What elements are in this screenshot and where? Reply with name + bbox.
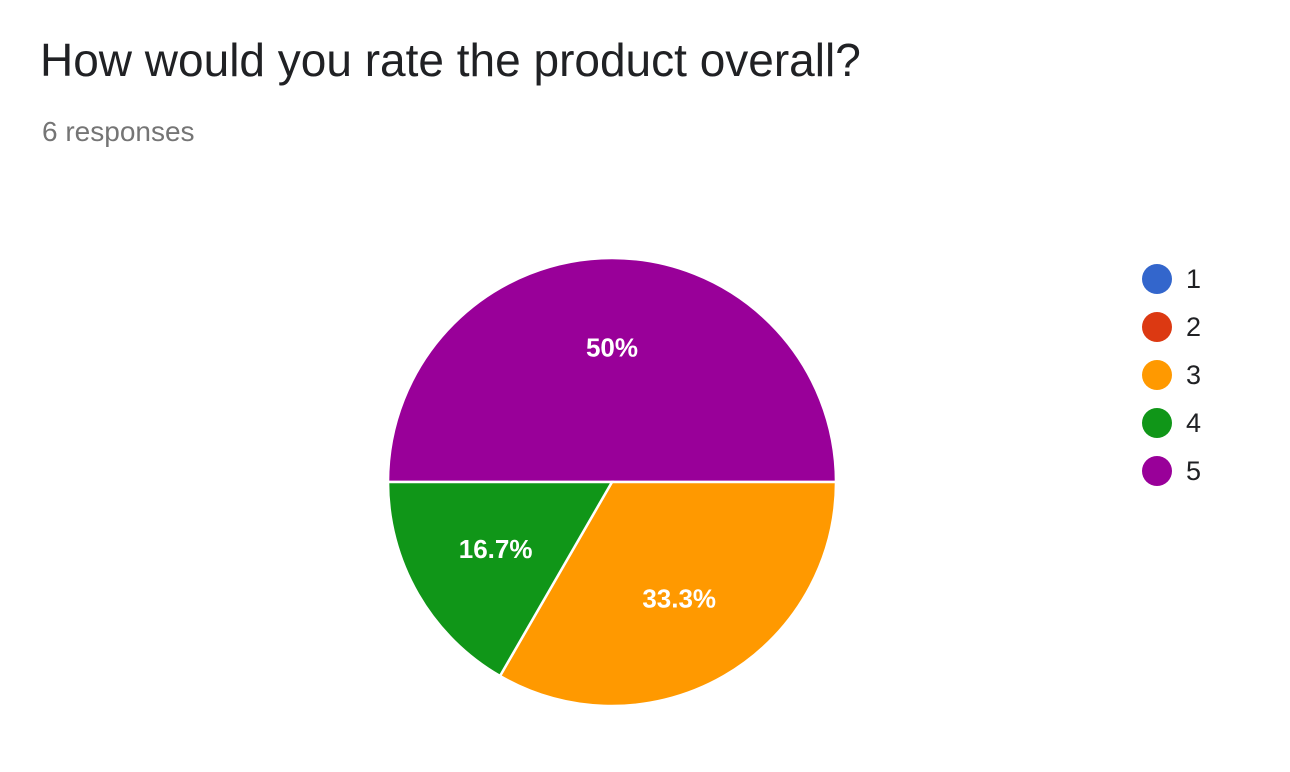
- legend-item-1[interactable]: 1: [1142, 255, 1201, 303]
- legend-swatch-2: [1142, 312, 1172, 342]
- legend-item-5[interactable]: 5: [1142, 447, 1201, 495]
- pie-slice-4[interactable]: [386, 480, 615, 678]
- legend-label-2: 2: [1186, 311, 1202, 342]
- legend-label-4: 4: [1186, 407, 1202, 438]
- response-count: 6 responses: [42, 116, 195, 147]
- legend-label-5: 5: [1186, 455, 1202, 486]
- legend-swatch-5: [1142, 456, 1172, 486]
- pie-label-5: 50%: [586, 333, 638, 363]
- legend-label-3: 3: [1186, 359, 1202, 390]
- question-title: How would you rate the product overall?: [40, 34, 861, 86]
- pie-slice-5[interactable]: [386, 256, 838, 484]
- legend-swatch-1: [1142, 264, 1172, 294]
- legend-swatch-4: [1142, 408, 1172, 438]
- chart-legend: 1 2 3 4 5: [1142, 255, 1201, 495]
- legend-item-3[interactable]: 3: [1142, 351, 1201, 399]
- pie-slice-3[interactable]: [498, 480, 838, 708]
- legend-item-2[interactable]: 2: [1142, 303, 1201, 351]
- legend-item-4[interactable]: 4: [1142, 399, 1201, 447]
- pie-label-4: 16.7%: [459, 534, 533, 564]
- pie-labels: 50% 33.3% 16.7%: [459, 333, 716, 614]
- legend-label-1: 1: [1186, 263, 1202, 294]
- pie-label-3: 33.3%: [642, 583, 716, 613]
- pie-slices: [386, 256, 838, 708]
- legend-swatch-3: [1142, 360, 1172, 390]
